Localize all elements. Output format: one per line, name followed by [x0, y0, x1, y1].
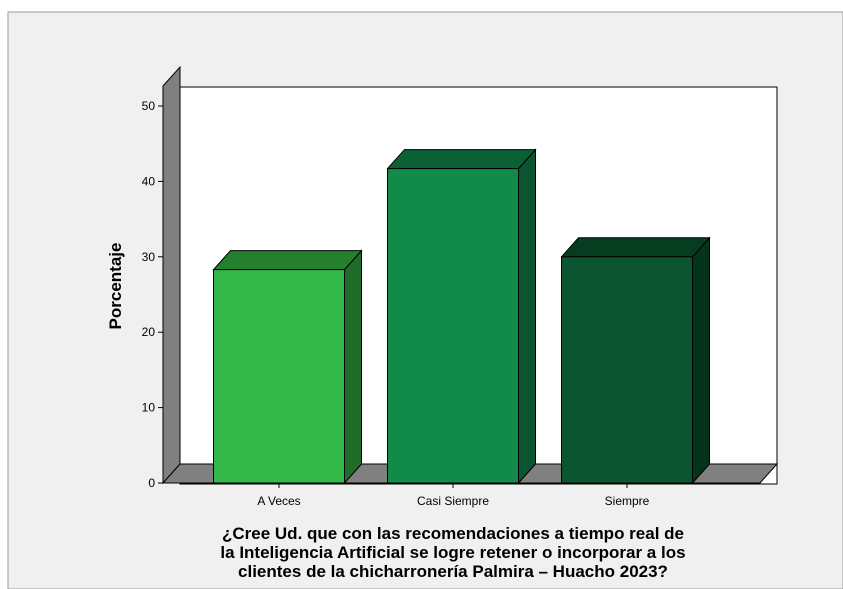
bar-top-0 — [212, 250, 363, 271]
bar-2 — [561, 256, 693, 484]
bar-0 — [213, 269, 345, 484]
x-axis-title-line-3: clientes de la chicharronería Palmira – … — [238, 562, 668, 581]
category-label-0: A Veces — [257, 494, 300, 508]
category-labels: A Veces Casi Siempre Siempre — [257, 483, 650, 508]
y-tick-label-2: 20 — [142, 325, 156, 339]
y-axis-label: Porcentaje — [106, 243, 125, 330]
x-axis-title-line-2: la Inteligencia Artificial se logre rete… — [220, 543, 685, 562]
bar-1 — [387, 168, 519, 484]
x-axis-title: ¿Cree Ud. que con las recomendaciones a … — [220, 524, 685, 581]
category-label-2: Siempre — [605, 494, 650, 508]
bar-top-1 — [386, 149, 537, 170]
bar-side-0 — [344, 249, 362, 485]
y-tick-label-0: 0 — [148, 476, 155, 490]
bar-side-1 — [518, 148, 536, 485]
y-tick-label-3: 30 — [142, 250, 156, 264]
bar-top-2 — [560, 237, 711, 258]
category-label-1: Casi Siempre — [417, 494, 489, 508]
side-wall — [162, 65, 181, 485]
bars — [212, 148, 711, 485]
y-tick-label-1: 10 — [142, 401, 156, 415]
y-tick-label-4: 40 — [142, 174, 156, 188]
y-tick-label-5: 50 — [142, 99, 156, 113]
x-axis-title-line-1: ¿Cree Ud. que con las recomendaciones a … — [222, 524, 684, 543]
bar-side-2 — [692, 236, 710, 485]
y-axis: 0 10 20 30 40 50 — [142, 99, 164, 490]
